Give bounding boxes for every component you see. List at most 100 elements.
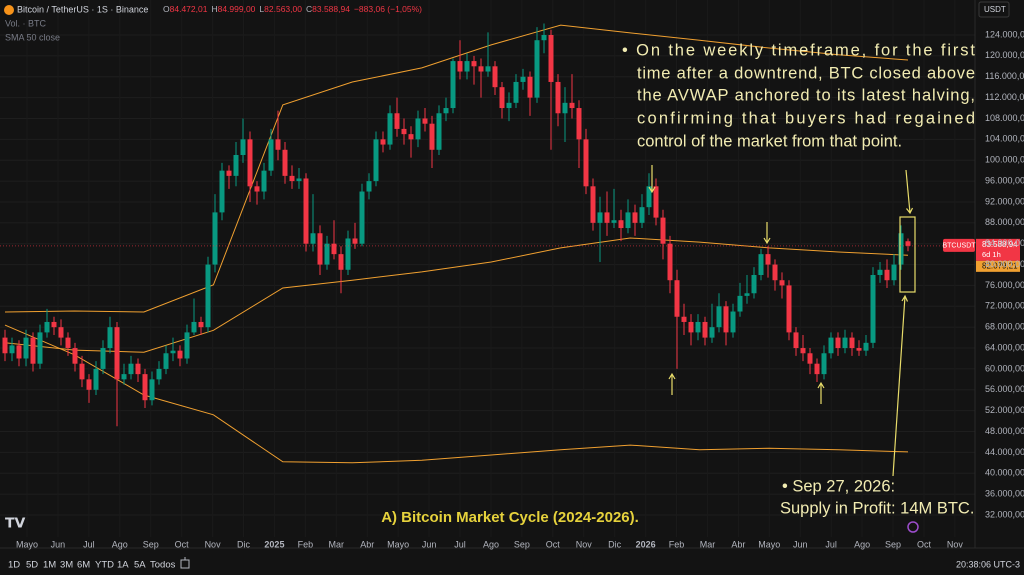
currency-box[interactable] [978,1,1010,18]
currency[interactable]: USDT [984,5,1006,14]
candle-body [44,321,50,333]
candle-body [709,327,715,338]
candle-body [632,212,638,223]
range-button[interactable]: YTD [95,560,114,571]
x-tick-label: Nov [576,539,593,549]
y-tick-label: 96.000,00 [985,175,1024,185]
candle-body [415,118,421,140]
range-button[interactable]: 5A [134,560,146,571]
candle-body [121,374,127,380]
y-tick-label: 116.000,00 [985,71,1024,81]
range-button[interactable]: 3M [60,560,73,571]
x-tick-label: Jun [422,539,437,549]
x-tick-label: Feb [298,539,314,549]
candle-body [450,61,456,109]
candle-body [30,337,36,364]
sma-label: SMA 50 close [5,32,60,42]
y-tick-label: 124.000,00 [985,29,1024,39]
candle-body [107,327,113,349]
candle-body [457,61,463,72]
candle-body [359,191,365,244]
candle-body [233,154,239,176]
x-tick-label: 2025 [264,539,284,549]
candle-body [821,353,827,375]
candle-body [660,217,666,244]
candle-body [422,118,428,124]
candle-body [219,170,225,213]
candle-body [142,374,148,401]
clock: 20:38:06 UTC-3 [956,559,1020,569]
candle-body [555,81,561,114]
y-tick-label: 84.000,00 [985,238,1024,248]
candle-body [331,243,337,255]
y-tick-label: 36.000,00 [985,489,1024,499]
y-tick-label: 40.000,00 [985,468,1024,478]
countdown: 6d 1h [982,250,1001,259]
candle-body [604,212,610,223]
candle-body [261,170,267,192]
candle-body [828,337,834,354]
candle-body [842,337,848,349]
note-line: • Sep 27, 2026: [782,477,895,495]
candle-body [730,311,736,333]
candle-body [16,345,22,359]
logo[interactable]: 𝗧𝗩 [5,515,26,531]
y-tick-label: 60.000,00 [985,363,1024,373]
candle-body [93,368,99,390]
event-icon[interactable] [907,521,919,533]
price-tag-box [976,238,1020,261]
candle-body [170,350,176,354]
candle-body [506,102,512,109]
avwap-tag-box [976,260,1020,272]
x-tick-label: Nov [205,539,222,549]
coin-icon [4,5,14,15]
candle-body [492,66,498,88]
candle-body [79,363,85,380]
candle-body [737,295,743,312]
candle-body [688,321,694,333]
arrows [648,165,916,477]
range-button[interactable]: 6M [77,560,90,571]
candle-body [548,34,554,82]
y-tick-label: 72.000,00 [985,301,1024,311]
range-button[interactable]: 1D [8,560,20,571]
y-tick-label: 104.000,00 [985,134,1024,144]
x-tick-label: Jun [793,539,808,549]
y-tick-label: 88.000,00 [985,217,1024,227]
ohlc-key: H [211,4,217,14]
candle-body [513,81,519,103]
date-range-icon[interactable] [180,557,190,569]
range-button[interactable]: 5D [26,560,38,571]
ohlc-key: C [306,4,312,14]
x-tick-label: Jul [454,539,466,549]
range-button[interactable]: 1M [43,560,56,571]
candle-body [814,363,820,375]
candle-body [583,139,589,187]
range-button[interactable]: Todos [150,560,176,571]
x-tick-label: 2026 [636,539,656,549]
candle-body [198,321,204,328]
candle-body [114,327,120,380]
x-tick-label: Ago [483,539,499,549]
volume-label: Vol. · BTC [5,18,47,28]
candle-body [576,108,582,140]
candle-body [65,337,71,349]
candle-body [716,306,722,328]
candle-body [394,113,400,129]
y-tick-label: 64.000,00 [985,342,1024,352]
x-tick-label: Oct [546,539,561,549]
x-tick-label: Oct [175,539,190,549]
y-tick-label: 32.000,00 [985,509,1024,519]
range-button[interactable]: 1A [117,560,129,571]
candle-body [324,243,330,265]
candle-body [905,241,911,246]
symbol[interactable]: Bitcoin / TetherUS · 1S · Binance [17,4,148,14]
candle-body [282,149,288,176]
avwap-tag: 82.079,21 [982,261,1018,270]
candle-body [695,321,701,333]
candle-body [310,233,316,244]
